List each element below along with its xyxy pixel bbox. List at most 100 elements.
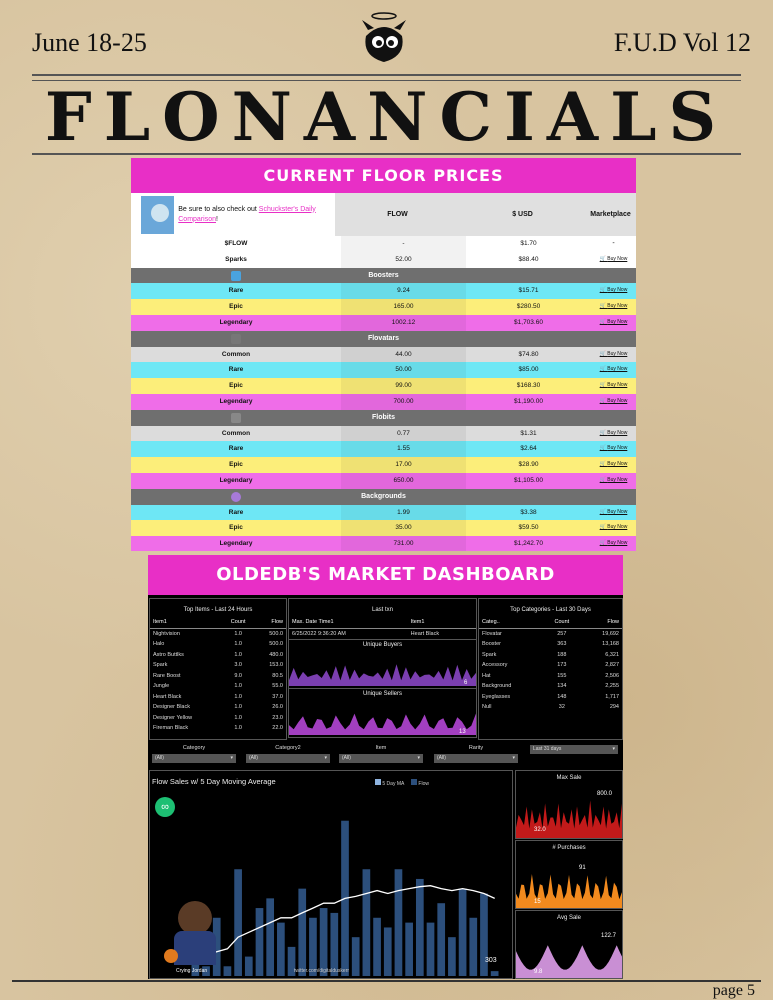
flow-bar	[490, 971, 499, 976]
cart-icon: 🛒	[599, 461, 608, 468]
buy-now-button[interactable]: 🛒 Buy Now	[599, 255, 628, 262]
filter-dropdown[interactable]: Last 31 days	[530, 745, 618, 754]
row-usd: $85.00	[518, 366, 539, 374]
txn-item: Heart Black	[410, 630, 440, 637]
cart-icon: 🛒	[599, 255, 608, 262]
table-row: Halo 1.0 500.0	[153, 641, 283, 648]
cart-icon: 🛒	[599, 540, 608, 547]
flow-bar	[212, 917, 221, 976]
top-items-title: Top Items - Last 24 Hours	[183, 607, 253, 613]
buy-now-button[interactable]: 🛒 Buy Now	[599, 318, 628, 325]
row-flow: 9.24	[341, 283, 466, 300]
row-flow: 0.77	[341, 425, 466, 442]
top-categories-panel: Top Categories - Last 30 Days Categ.. Cou…	[478, 598, 623, 740]
max-sale-min: 32.0	[534, 827, 546, 833]
flovatar-avatar-icon	[141, 195, 175, 234]
flow-bar	[448, 937, 456, 976]
row-name: Epic	[229, 461, 243, 469]
purchases-panel: # Purchases 91 15	[515, 840, 623, 909]
buy-now-button[interactable]: 🛒 Buy Now	[599, 524, 628, 531]
purchases-min: 15	[534, 899, 541, 905]
row-usd: $2.64	[520, 445, 537, 453]
row-flow: 1.99	[341, 504, 466, 521]
flow-last-value: 303	[485, 957, 497, 964]
purchases-area	[516, 874, 622, 908]
filter-dropdown[interactable]: (All)	[246, 754, 330, 763]
filter-1: Category2 (All)	[244, 739, 332, 769]
cart-icon: 🛒	[599, 318, 608, 325]
avg-sale-area	[516, 945, 622, 978]
col-usd: $ USD	[460, 193, 585, 236]
row-name: Legendary	[219, 397, 253, 405]
floor-row: Common 44.00 $74.80 🛒 Buy Now	[131, 346, 636, 363]
row-usd: $59.50	[518, 524, 539, 532]
row-flow: 731.00	[341, 536, 466, 551]
table-header: Flow	[580, 617, 622, 629]
section-icon	[231, 412, 241, 423]
masthead-title: FLONANCIALS	[44, 78, 729, 156]
flow-bar	[202, 966, 210, 976]
cart-icon: 🛒	[599, 397, 608, 404]
flow-bar	[191, 956, 200, 976]
table-header: Count	[221, 617, 255, 629]
volume-label: F.U.D Vol 12	[613, 28, 751, 57]
dashboard-title: OLDEDB'S MARKET DASHBOARD	[148, 555, 623, 595]
row-flow: 50.00	[341, 362, 466, 379]
cart-icon: 🛒	[599, 508, 608, 515]
table-row: Nightvision 1.0 500.0	[153, 630, 283, 637]
txn-date-header: Max. Date Time1	[289, 617, 408, 629]
row-flow: 700.00	[341, 393, 466, 410]
buy-now-button[interactable]: 🛒 Buy Now	[599, 540, 628, 547]
credit-text: twitter.com/digitalduskerr	[294, 968, 350, 974]
section-header: Flobits	[131, 409, 636, 426]
buy-now-button[interactable]: 🛒 Buy Now	[599, 429, 628, 436]
buy-now-button[interactable]: 🛒 Buy Now	[599, 508, 628, 515]
flow-bar	[234, 869, 242, 976]
filter-3: Rarity (All)	[432, 739, 520, 769]
last-txn-panel: Last txn Max. Date Time1 Item1 6/25/2022 …	[288, 598, 477, 640]
row-flow: 52.00	[341, 251, 466, 268]
filter-dropdown[interactable]: (All)	[434, 754, 518, 763]
table-row: Heart Black 1.0 37.0	[153, 693, 283, 700]
floor-row: Common 0.77 $1.31 🛒 Buy Now	[131, 425, 636, 442]
filter-dropdown[interactable]: (All)	[152, 754, 236, 763]
floor-title: CURRENT FLOOR PRICES	[131, 158, 636, 193]
row-usd: $74.80	[518, 350, 539, 358]
filter-0: Category (All)	[150, 739, 238, 769]
cart-icon: 🛒	[599, 524, 608, 531]
comparison-link[interactable]: Schuckster's Daily Comparison	[178, 205, 316, 223]
flow-bar	[266, 898, 275, 976]
row-usd: $1.70	[520, 240, 537, 247]
table-row: Fireman Black 1.0 22.0	[153, 725, 283, 732]
buy-now-button[interactable]: 🛒 Buy Now	[599, 397, 628, 404]
flow-chart-title: Flow Sales w/ 5 Day Moving Average	[152, 777, 276, 786]
table-header: Categ..	[479, 617, 544, 629]
buy-now-button[interactable]: 🛒 Buy Now	[599, 461, 628, 468]
buy-now-button[interactable]: 🛒 Buy Now	[599, 350, 628, 357]
row-usd: $28.90	[518, 461, 539, 469]
unique-sellers-area	[289, 713, 476, 735]
flow-bar	[405, 922, 413, 976]
buy-now-button[interactable]: 🛒 Buy Now	[599, 287, 628, 294]
floor-row: $FLOW - $1.70 -	[131, 236, 636, 252]
flow-bar	[309, 917, 317, 976]
filter-dropdown[interactable]: (All)	[339, 754, 423, 763]
row-name: $FLOW	[224, 240, 248, 247]
buy-now-button[interactable]: 🛒 Buy Now	[599, 445, 628, 452]
buy-now-button[interactable]: 🛒 Buy Now	[599, 366, 628, 373]
flow-bar	[298, 888, 307, 976]
buy-now-button[interactable]: 🛒 Buy Now	[599, 303, 628, 310]
page-number: page 5	[712, 982, 755, 999]
floor-row: Legendary 700.00 $1,190.00 🛒 Buy Now	[131, 393, 636, 410]
row-flow: 44.00	[341, 346, 466, 363]
avg-sale-max: 122.7	[601, 933, 617, 939]
buy-now-button[interactable]: 🛒 Buy Now	[599, 382, 628, 389]
section-icon	[231, 333, 241, 344]
buy-now-button[interactable]: 🛒 Buy Now	[599, 476, 628, 483]
section-header: Backgrounds	[131, 488, 636, 505]
table-header: Item1	[150, 617, 222, 629]
floor-row: Rare 1.55 $2.64 🛒 Buy Now	[131, 441, 636, 458]
max-sale-panel: Max Sale 800.0 32.0	[515, 770, 623, 839]
table-row: Spark 188 6,321	[482, 651, 619, 658]
section-header: Boosters	[131, 267, 636, 284]
